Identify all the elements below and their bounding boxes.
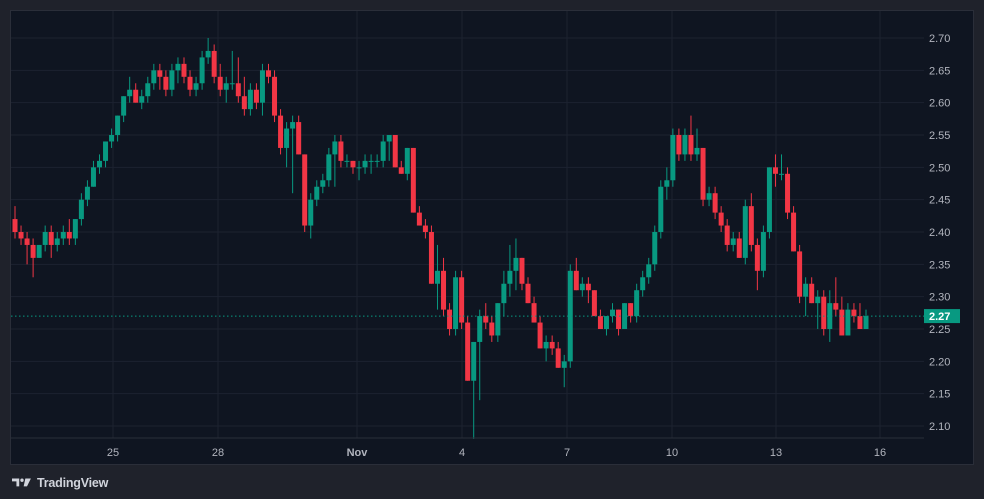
price-tick-label: 2.45 (929, 195, 950, 207)
time-tick-label: 16 (874, 447, 886, 459)
time-tick-label: 10 (666, 447, 678, 459)
time-tick-label: 4 (459, 447, 465, 459)
candle-series (12, 38, 869, 439)
grid-lines (11, 11, 924, 438)
brand-footer[interactable]: TradingView (12, 474, 108, 492)
price-tick-label: 2.50 (929, 162, 950, 174)
time-tick-label: 13 (770, 447, 782, 459)
time-axis[interactable]: 25 28 Nov 4 7 10 13 16 (107, 447, 886, 459)
price-axis[interactable]: 2.70 2.65 2.60 2.55 2.50 2.45 2.40 2.35 2.30 2.25… (929, 33, 950, 433)
price-tick-label: 2.20 (929, 356, 950, 368)
price-tick-label: 2.30 (929, 292, 950, 304)
time-tick-label: 7 (564, 447, 570, 459)
candlestick-chart[interactable]: 2.70 2.65 2.60 2.55 2.50 2.45 2.40 2.35 2.30 2.25… (11, 11, 975, 466)
brand-name: TradingView (37, 476, 109, 490)
chart-panel[interactable]: 2.70 2.65 2.60 2.55 2.50 2.45 2.40 2.35 2.30 2.25… (10, 10, 974, 465)
price-tick-label: 2.70 (929, 33, 950, 45)
price-tick-label: 2.25 (929, 324, 950, 336)
price-tick-label: 2.35 (929, 259, 950, 271)
last-price-value: 2.27 (929, 311, 950, 323)
price-tick-label: 2.10 (929, 421, 950, 433)
price-tick-label: 2.65 (929, 65, 950, 77)
time-tick-label: Nov (347, 447, 369, 459)
time-tick-label: 25 (107, 447, 119, 459)
price-tick-label: 2.15 (929, 389, 950, 401)
price-tick-label: 2.60 (929, 98, 950, 110)
tradingview-logo-icon (12, 478, 31, 487)
last-price-badge: 2.27 (924, 309, 960, 324)
time-tick-label: 28 (212, 447, 224, 459)
price-tick-label: 2.40 (929, 227, 950, 239)
price-tick-label: 2.55 (929, 130, 950, 142)
